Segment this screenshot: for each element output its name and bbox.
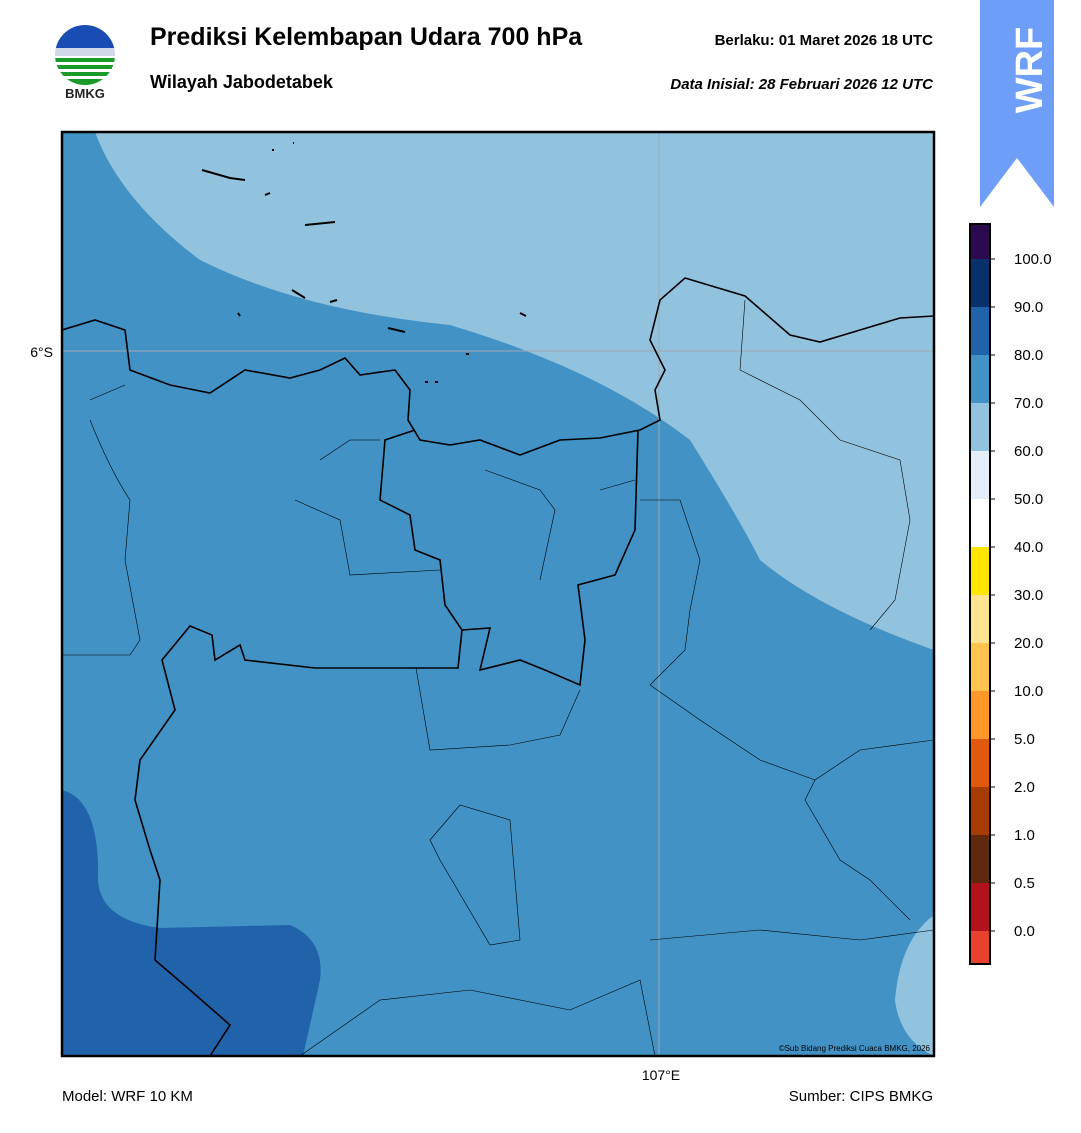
- colorbar-segment: [970, 643, 990, 691]
- colorbar-label: 40.0: [1014, 539, 1043, 556]
- map: ©Sub Bidang Prediksi Cuaca BMKG, 2026: [60, 130, 936, 1058]
- colorbar-label: 80.0: [1014, 347, 1043, 364]
- title: Prediksi Kelembapan Udara 700 hPa: [150, 23, 583, 51]
- colorbar: 100.0 90.0 80.0 70.0 60.0 50.0 40.0 30.0 20.0 10.…: [969, 223, 1052, 965]
- colorbar-segment: [970, 451, 990, 499]
- colorbar-segment: [970, 595, 990, 643]
- province-border: [134, 429, 463, 1056]
- colorbar-label: 0.0: [1014, 923, 1035, 940]
- colorbar-segment: [970, 355, 990, 403]
- humidity-field: [895, 915, 934, 1056]
- colorbar-label: 90.0: [1014, 299, 1043, 316]
- logo: BMKG: [55, 25, 115, 101]
- colorbar-segment: [970, 691, 990, 739]
- subtitle: Wilayah Jabodetabek: [150, 72, 334, 92]
- colorbar-segment: [970, 499, 990, 547]
- footer-source: Sumber: CIPS BMKG: [789, 1088, 933, 1105]
- colorbar-label: 5.0: [1014, 731, 1035, 748]
- district-border: [62, 299, 934, 1056]
- model-badge-text: WRF: [1009, 27, 1051, 114]
- logo-text: BMKG: [65, 86, 105, 101]
- lon-label: 107°E: [642, 1067, 680, 1083]
- colorbar-frame: [969, 223, 991, 965]
- colorbar-segment: [970, 547, 990, 595]
- colorbar-label: 10.0: [1014, 683, 1043, 700]
- colorbar-label: 0.5: [1014, 875, 1035, 892]
- humidity-field: [95, 132, 934, 650]
- colorbar-label: 100.0: [1014, 251, 1052, 268]
- colorbar-segment: [970, 403, 990, 451]
- footer-model: Model: WRF 10 KM: [62, 1088, 193, 1105]
- colorbar-label: 1.0: [1014, 827, 1035, 844]
- colorbar-label: 50.0: [1014, 491, 1043, 508]
- model-badge: [980, 0, 1054, 207]
- colorbar-label: 20.0: [1014, 635, 1043, 652]
- colorbar-segment: [970, 883, 990, 931]
- valid-time: Berlaku: 01 Maret 2026 18 UTC: [715, 32, 934, 49]
- map-frame: [60, 130, 936, 1058]
- colorbar-segment: [970, 259, 990, 307]
- colorbar-label: 60.0: [1014, 443, 1043, 460]
- coastline: [62, 277, 934, 456]
- province-border: [461, 429, 639, 687]
- credit: ©Sub Bidang Prediksi Cuaca BMKG, 2026: [779, 1044, 931, 1053]
- island: [201, 142, 527, 383]
- init-time: Data Inisial: 28 Februari 2026 12 UTC: [670, 76, 934, 93]
- colorbar-label: 30.0: [1014, 587, 1043, 604]
- colorbar-segment: [970, 739, 990, 787]
- humidity-field: [62, 790, 321, 1056]
- colorbar-segment: [970, 307, 990, 355]
- colorbar-segment: [970, 224, 990, 259]
- colorbar-label: 70.0: [1014, 395, 1043, 412]
- colorbar-segment: [970, 787, 990, 835]
- lat-label: 6°S: [30, 344, 53, 360]
- colorbar-segment: [970, 835, 990, 883]
- colorbar-label: 2.0: [1014, 779, 1035, 796]
- colorbar-segment: [970, 931, 990, 964]
